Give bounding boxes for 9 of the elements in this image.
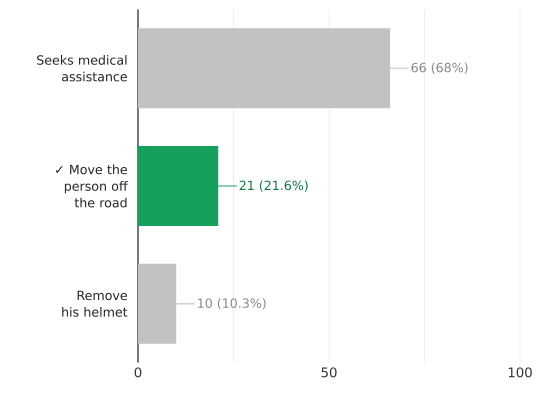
data-label: 21 (21.6%) [240, 180, 308, 192]
x-tick-label: 50 [322, 367, 337, 378]
y-tick-label: ✓ Move the person off the road [56, 164, 128, 208]
y-tick-label: Remove his helmet [62, 290, 128, 317]
y-tick-label: Seeks medical assistance [37, 55, 127, 82]
x-tick-label: 100 [508, 367, 532, 378]
x-tick-label: 0 [134, 367, 142, 378]
data-label: 10 (10.3%) [198, 298, 266, 310]
data-label: 66 (68%) [412, 62, 468, 74]
